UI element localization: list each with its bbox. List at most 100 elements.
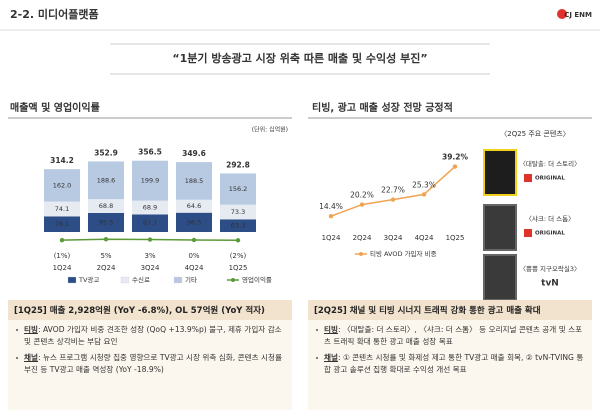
margin-label: 0% (188, 252, 199, 260)
bar-label: 188.6 (97, 176, 116, 184)
legend-swatch (359, 252, 363, 256)
bar-label: 96.5 (187, 218, 201, 226)
legend-swatch (173, 276, 183, 284)
x-tick-label: 3Q24 (141, 264, 160, 272)
bar-label: 87.7 (143, 219, 157, 227)
bar-label: 63.3 (231, 222, 245, 230)
badge-mark (524, 174, 532, 182)
logo: CJ ENM (564, 11, 592, 19)
bar-label: 74.1 (55, 205, 69, 213)
margin-point (59, 237, 65, 243)
value-label: 14.4% (319, 202, 343, 211)
bar-segment (220, 219, 256, 232)
bar-segment (44, 201, 80, 217)
bar-label: 73.3 (231, 208, 245, 216)
summary-box: [2Q25] 채널 및 티빙 시너지 트래픽 강화 통한 광고 매출 확대 티빙:… (308, 300, 592, 410)
margin-point (235, 238, 241, 243)
x-tick-label: 4Q24 (185, 264, 204, 272)
x-tick-label: 1Q24 (53, 264, 72, 272)
headline: “1분기 방송광고 시장 위축 따른 매출 및 수익성 부진” (172, 51, 427, 65)
contents-title: 〈2Q25 주요 콘텐츠〉 (500, 129, 570, 138)
logo-mark (557, 9, 567, 19)
badge: ORIGINAL (535, 176, 565, 182)
box-title: [1Q25] 매출 2,928억원 (YoY -6.8%), OL 57억원 (… (8, 300, 292, 320)
content-title: 〈뿅뿅 지구오락실3〉 (519, 264, 580, 273)
bullet-label: 티빙 (24, 325, 38, 334)
summary-box: [1Q25] 매출 2,928억원 (YoY -6.8%), OL 57억원 (… (8, 300, 292, 410)
bar-segment (88, 161, 124, 200)
bar-label: 64.6 (187, 202, 201, 210)
margin-point (191, 237, 197, 243)
margin-label: (1%) (54, 252, 71, 260)
legend-swatch (231, 278, 235, 282)
bullet-label: 티빙 (324, 325, 338, 334)
margin-point (147, 237, 153, 242)
legend-label: 티빙 AVOD 가입자 비중 (370, 249, 437, 258)
margin-label: 3% (144, 252, 155, 260)
slide-title: 2-2. 미디어플랫폼 (10, 7, 99, 21)
margin-label: 5% (100, 252, 111, 260)
value-label: 20.2% (350, 191, 374, 200)
x-tick-label: 3Q24 (384, 234, 403, 242)
bar-segment (176, 199, 212, 213)
box-title: [2Q25] 채널 및 티빙 시너지 트래픽 강화 통한 광고 매출 확대 (308, 300, 592, 320)
bar-segment (132, 214, 168, 232)
bar-label: 95.5 (99, 218, 113, 226)
point (328, 214, 334, 219)
poster (483, 149, 517, 196)
badge: tvN (541, 279, 559, 289)
bullet: 채널: 뉴스 프로그램 시청량 집중 영향으로 TV광고 시장 위축 심화, 콘… (8, 348, 292, 376)
bar-segment (88, 199, 124, 213)
bar-segment (220, 204, 256, 220)
total-label: 352.9 (94, 148, 118, 157)
section-title: 티빙, 광고 매출 성장 전망 긍정적 (312, 101, 453, 114)
total-label: 292.8 (226, 160, 250, 169)
bullet-label: 채널 (24, 353, 38, 362)
bar-label: 188.5 (185, 177, 204, 185)
x-tick-label: 2Q24 (97, 264, 116, 272)
bar-segment (132, 200, 168, 215)
legend-label: TV광고 (78, 276, 99, 284)
bullet-text: : 〈대탈출: 더 스토리〉, 〈샤크: 더 스톰〉 등 오리지널 콘텐츠 공개… (324, 325, 583, 346)
bullet: 티빙: AVOD 가입자 비중 견조한 성장 (QoQ +13.9%p) 불구,… (8, 320, 292, 348)
bar-segment (220, 173, 256, 205)
legend-label: 기타 (185, 275, 197, 284)
bar-label: 199.9 (141, 177, 160, 185)
total-label: 356.5 (138, 148, 162, 157)
section-title: 매출액 및 영업이익률 (10, 101, 100, 114)
badge: ORIGINAL (535, 231, 565, 237)
bullet-text: : ① 콘텐츠 시청률 및 화제성 제고 통한 TV광고 매출 회복, ② tv… (324, 353, 584, 374)
point (421, 192, 427, 197)
legend-swatch (120, 276, 130, 284)
content-title: 〈대탈출: 더 스토리〉 (519, 159, 580, 168)
poster (483, 254, 517, 301)
x-tick-label: 4Q24 (415, 234, 434, 242)
x-tick-label: 1Q24 (322, 234, 341, 242)
badge-mark (524, 229, 532, 237)
bar-segment (132, 160, 168, 201)
bar-segment (44, 216, 80, 232)
x-tick-label: 2Q24 (353, 234, 372, 242)
value-label: 22.7% (381, 186, 405, 195)
legend-swatch (67, 276, 77, 284)
bar-segment (88, 212, 124, 232)
bullet: 채널: ① 콘텐츠 시청률 및 화제성 제고 통한 TV광고 매출 회복, ② … (308, 348, 592, 376)
total-label: 314.2 (50, 156, 74, 165)
bullet: 티빙: 〈대탈출: 더 스토리〉, 〈샤크: 더 스톰〉 등 오리지널 콘텐츠 … (308, 320, 592, 348)
bullet-label: 채널 (324, 353, 338, 362)
value-label: 39.2% (442, 153, 469, 162)
legend-label: 수신료 (132, 275, 150, 284)
legend-label: 영업이익률 (242, 275, 272, 284)
value-label: 25.3% (412, 180, 436, 189)
bar-label: 162.0 (53, 181, 72, 189)
content-title: 〈샤크: 더 스톰〉 (525, 214, 574, 223)
total-label: 349.6 (182, 149, 206, 158)
bar-label: 78.1 (55, 220, 69, 228)
bar-segment (176, 162, 212, 200)
margin-label: (2%) (230, 252, 247, 260)
point (390, 197, 396, 202)
poster (483, 204, 517, 251)
bar-segment (176, 212, 212, 232)
